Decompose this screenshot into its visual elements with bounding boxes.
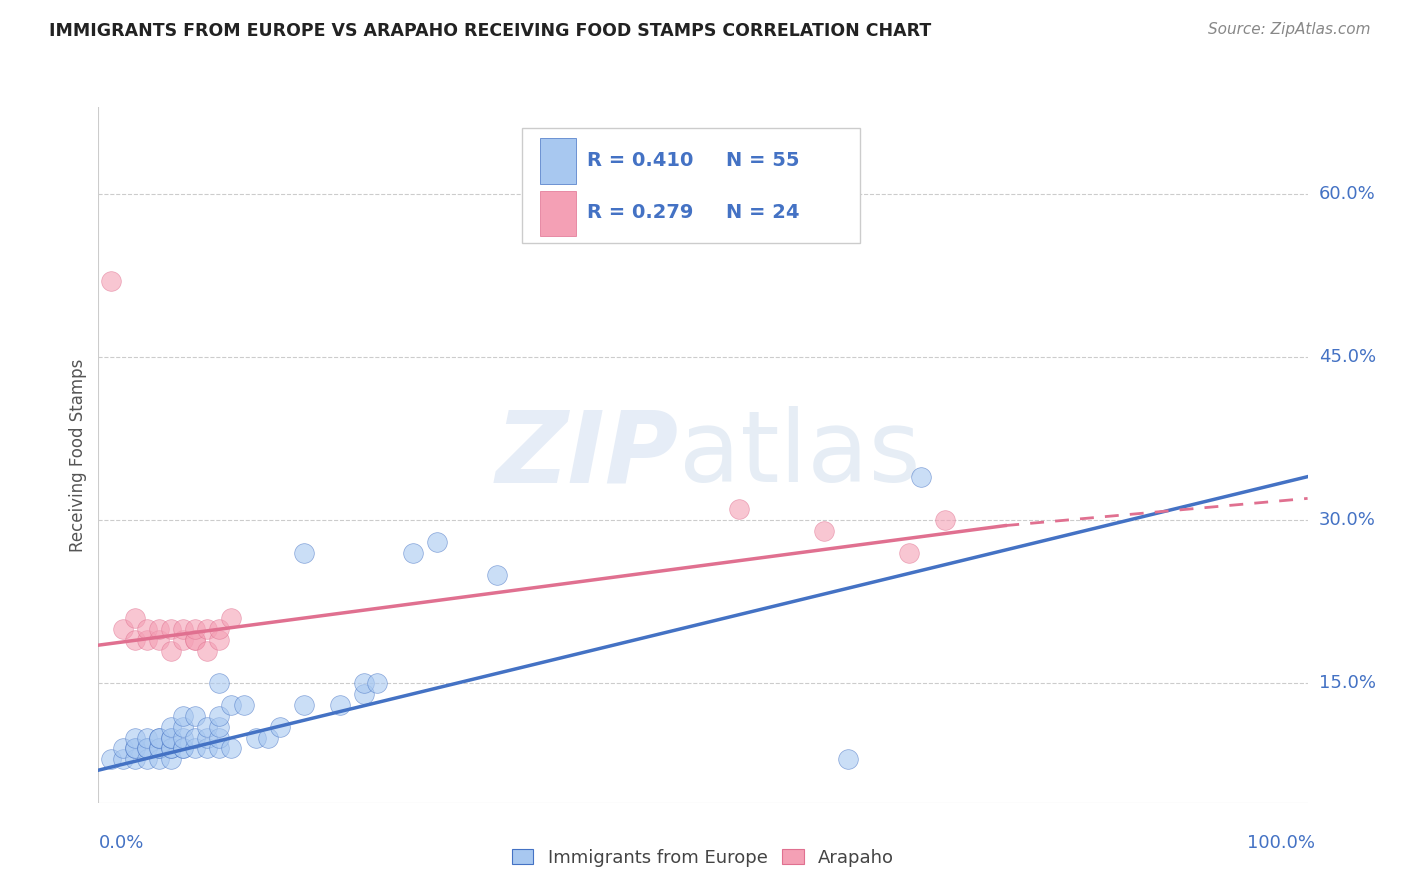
Point	[160, 622, 183, 636]
Text: atlas: atlas	[679, 407, 921, 503]
Point	[195, 622, 218, 636]
Point	[256, 731, 278, 745]
Point	[245, 731, 267, 745]
Point	[124, 611, 146, 625]
Point	[208, 720, 231, 734]
Point	[221, 611, 243, 625]
Bar	[540, 138, 576, 184]
Point	[160, 731, 183, 745]
Point	[135, 741, 157, 756]
Point	[910, 469, 932, 483]
Point	[353, 687, 375, 701]
Point	[934, 513, 956, 527]
Text: 45.0%: 45.0%	[1319, 348, 1376, 366]
Point	[160, 643, 183, 657]
Y-axis label: Receiving Food Stamps: Receiving Food Stamps	[69, 359, 87, 551]
Point	[208, 622, 231, 636]
Point	[160, 720, 183, 734]
Text: IMMIGRANTS FROM EUROPE VS ARAPAHO RECEIVING FOOD STAMPS CORRELATION CHART: IMMIGRANTS FROM EUROPE VS ARAPAHO RECEIV…	[49, 22, 931, 40]
Legend: Immigrants from Europe, Arapaho: Immigrants from Europe, Arapaho	[505, 841, 901, 874]
Point	[184, 708, 207, 723]
Point	[111, 752, 134, 766]
Point	[160, 741, 183, 756]
Text: N = 24: N = 24	[725, 203, 800, 222]
Point	[172, 731, 194, 745]
Point	[100, 274, 122, 288]
Point	[111, 741, 134, 756]
Point	[184, 731, 207, 745]
Text: R = 0.279: R = 0.279	[586, 203, 693, 222]
Point	[232, 698, 254, 712]
Point	[195, 731, 218, 745]
Text: N = 55: N = 55	[725, 151, 800, 170]
Point	[160, 731, 183, 745]
Point	[813, 524, 835, 538]
Text: R = 0.410: R = 0.410	[586, 151, 693, 170]
Text: 100.0%: 100.0%	[1247, 834, 1315, 852]
Point	[353, 676, 375, 690]
Text: 0.0%: 0.0%	[98, 834, 143, 852]
Point	[124, 632, 146, 647]
Point	[402, 546, 425, 560]
Point	[221, 741, 243, 756]
Point	[184, 632, 207, 647]
Point	[172, 720, 194, 734]
Point	[148, 731, 170, 745]
Point	[208, 676, 231, 690]
Point	[135, 752, 157, 766]
Point	[208, 731, 231, 745]
Point	[148, 752, 170, 766]
Point	[124, 741, 146, 756]
Point	[292, 546, 315, 560]
Point	[837, 752, 859, 766]
Point	[172, 622, 194, 636]
Point	[184, 622, 207, 636]
Point	[172, 632, 194, 647]
Point	[208, 632, 231, 647]
Point	[366, 676, 388, 690]
Text: ZIP: ZIP	[496, 407, 679, 503]
Point	[184, 632, 207, 647]
Point	[124, 741, 146, 756]
Point	[160, 741, 183, 756]
Point	[728, 502, 751, 516]
FancyBboxPatch shape	[522, 128, 860, 243]
Point	[208, 741, 231, 756]
Bar	[540, 191, 576, 235]
Point	[135, 632, 157, 647]
Point	[269, 720, 291, 734]
Point	[148, 622, 170, 636]
Point	[195, 720, 218, 734]
Point	[135, 741, 157, 756]
Point	[184, 741, 207, 756]
Point	[426, 534, 449, 549]
Point	[172, 741, 194, 756]
Point	[100, 752, 122, 766]
Point	[292, 698, 315, 712]
Point	[135, 622, 157, 636]
Text: 60.0%: 60.0%	[1319, 185, 1375, 203]
Point	[329, 698, 352, 712]
Point	[135, 731, 157, 745]
Point	[124, 731, 146, 745]
Point	[160, 752, 183, 766]
Point	[486, 567, 509, 582]
Point	[148, 741, 170, 756]
Point	[148, 632, 170, 647]
Point	[172, 708, 194, 723]
Text: Source: ZipAtlas.com: Source: ZipAtlas.com	[1208, 22, 1371, 37]
Point	[897, 546, 920, 560]
Point	[195, 741, 218, 756]
Point	[148, 731, 170, 745]
Point	[221, 698, 243, 712]
Point	[111, 622, 134, 636]
Point	[195, 643, 218, 657]
Point	[172, 741, 194, 756]
Text: 15.0%: 15.0%	[1319, 674, 1375, 692]
Point	[148, 741, 170, 756]
Point	[124, 752, 146, 766]
Text: 30.0%: 30.0%	[1319, 511, 1375, 529]
Point	[208, 708, 231, 723]
